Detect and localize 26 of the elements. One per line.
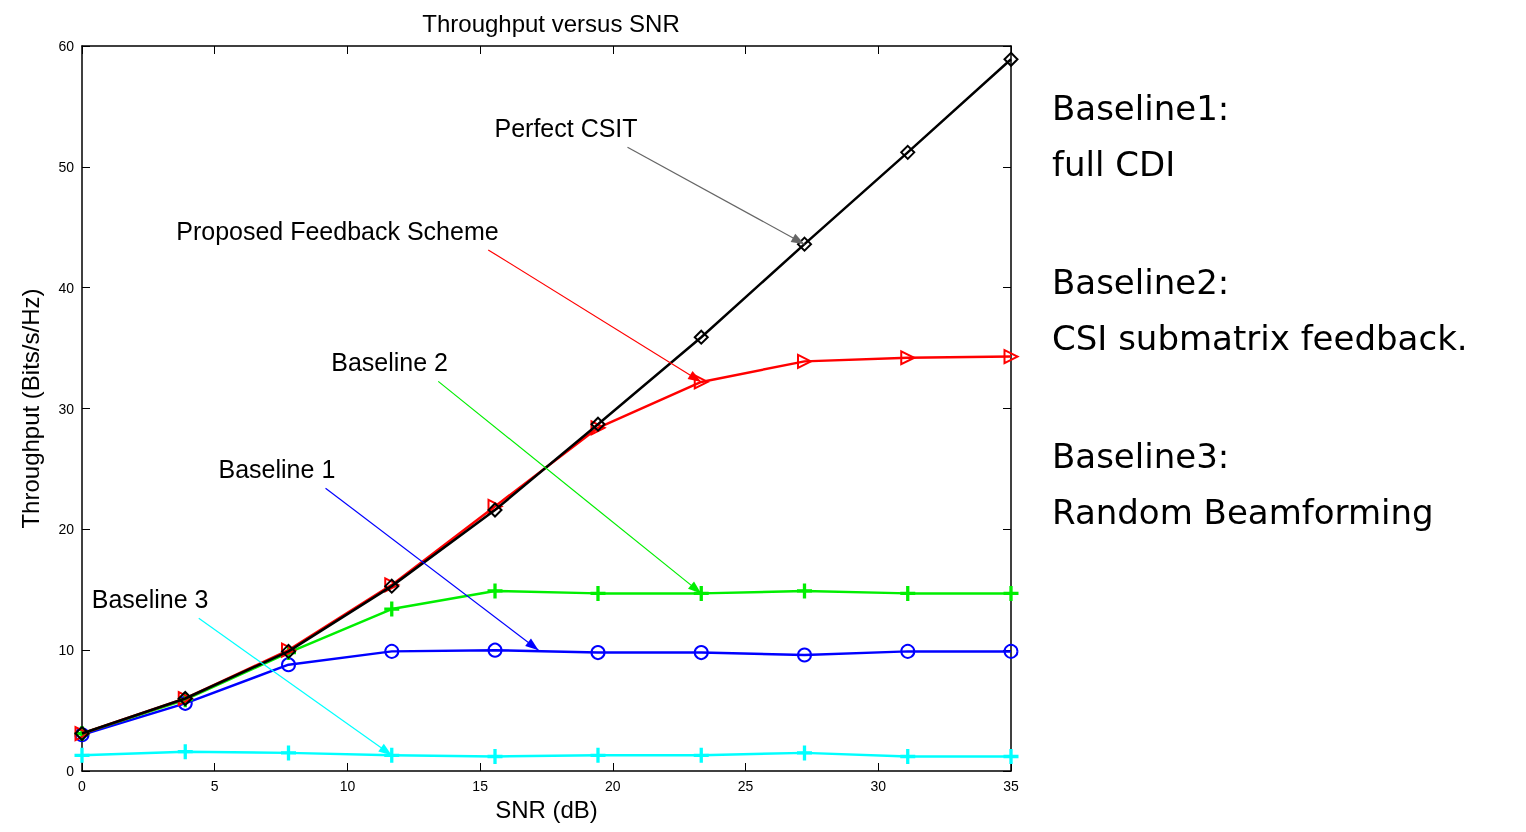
x-tick-label: 10 (339, 778, 356, 794)
chart-title: Throughput versus SNR (422, 9, 680, 37)
annotation: Baseline 2 (331, 348, 448, 378)
text: Baseline1: full CDI (1052, 87, 1230, 186)
annotation: Baseline 1 (218, 455, 336, 485)
y-tick-label: 10 (58, 642, 75, 659)
y-tick-label: 40 (58, 279, 75, 296)
y-tick-label: 60 (58, 38, 75, 54)
x-tick-label: 35 (1003, 778, 1019, 794)
x-tick-label: 25 (737, 778, 754, 794)
annotation: Perfect CSIT (494, 114, 638, 144)
y-tick-label: 50 (58, 158, 75, 175)
x-tick-label: 5 (210, 778, 219, 794)
y-axis-title: Throughput (Bits/s/Hz) (16, 288, 44, 529)
y-tick-label: 20 (58, 521, 75, 538)
text: Baseline2: CSI submatrix feedback. (1052, 261, 1468, 360)
x-tick-label: 0 (78, 778, 87, 794)
x-tick-label: 20 (605, 778, 621, 794)
annotation: Baseline 3 (91, 585, 209, 615)
annotation: Proposed Feedback Scheme (176, 216, 499, 246)
x-tick-label: 30 (870, 778, 887, 794)
text: Baseline3: Random Beamforming (1052, 435, 1434, 534)
x-axis-title: SNR (dB) (495, 796, 598, 824)
y-tick-label: 30 (58, 400, 75, 417)
x-tick-label: 15 (472, 778, 489, 794)
y-tick-label: 0 (66, 763, 75, 779)
